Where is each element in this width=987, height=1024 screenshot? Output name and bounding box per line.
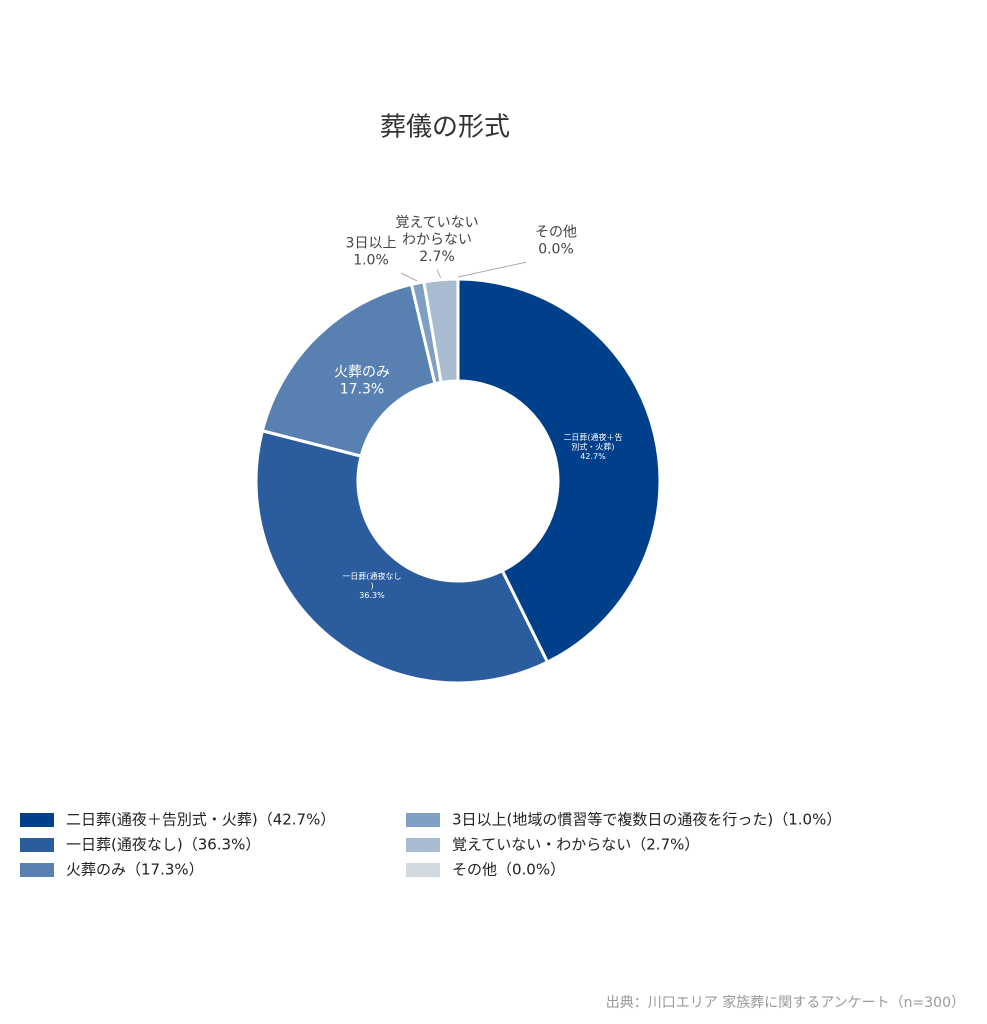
slice-value-label: 17.3% xyxy=(340,381,384,397)
slice-value-label: 1.0% xyxy=(353,252,389,268)
slice-label-text: 3日以上 xyxy=(346,236,397,252)
slice-value-label: 2.7% xyxy=(419,249,455,265)
slice xyxy=(456,277,662,665)
legend-swatch xyxy=(406,863,440,877)
legend-swatch xyxy=(20,838,54,852)
slice-label-text: その他 xyxy=(535,225,577,241)
legend-label: 覚えていない・わからない（2.7%） xyxy=(452,836,699,854)
legend-swatch xyxy=(20,863,54,877)
slice-value-label: 0.0% xyxy=(538,241,574,257)
slice-label: 二日葬(通夜＋告別式・火葬)42.7% xyxy=(563,432,622,461)
legend-swatch xyxy=(20,813,54,827)
chart-title: 葬儀の形式 xyxy=(380,113,510,143)
slice-label-text: ) xyxy=(370,582,373,591)
legend-label: 3日以上(地域の慣習等で複数日の通夜を行った)（1.0%） xyxy=(452,811,841,829)
leader-line xyxy=(436,269,442,278)
slice-value-label: 36.3% xyxy=(359,591,385,600)
slice-label: 一日葬(通夜なし)36.3% xyxy=(342,571,401,600)
legend-label: その他（0.0%） xyxy=(452,861,565,879)
slice-label-text: わからない xyxy=(402,232,472,248)
leader-line xyxy=(400,272,418,282)
slice-label-text: 覚えていない xyxy=(395,215,478,231)
legend-label: 火葬のみ（17.3%） xyxy=(66,861,204,879)
slice-label-text: 二日葬(通夜＋告 xyxy=(563,432,622,442)
slice xyxy=(254,428,550,685)
slice-label-text: 別式・火葬) xyxy=(571,442,614,452)
slice xyxy=(260,282,437,458)
leader-line xyxy=(457,261,527,278)
legend-swatch xyxy=(406,813,440,827)
legend-label: 一日葬(通夜なし)（36.3%） xyxy=(66,836,260,854)
slice-label-text: 火葬のみ xyxy=(334,365,390,381)
slice-label-text: 一日葬(通夜なし xyxy=(342,571,401,581)
slice-value-label: 42.7% xyxy=(580,452,606,461)
legend-swatch xyxy=(406,838,440,852)
legend-label: 二日葬(通夜＋告別式・火葬)（42.7%） xyxy=(66,811,335,829)
source: 出典：川口エリア 家族葬に関するアンケート（n=300） xyxy=(606,994,965,1011)
